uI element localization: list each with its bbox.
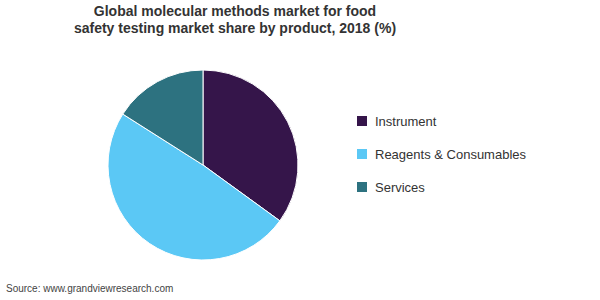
legend-swatch: [357, 182, 367, 192]
legend-label: Reagents & Consumables: [375, 147, 527, 162]
chart-title: Global molecular methods market for food…: [25, 3, 445, 37]
pie-slice: [123, 70, 203, 165]
legend-swatch: [357, 116, 367, 126]
legend-label: Services: [375, 180, 425, 195]
legend-label: Instrument: [375, 114, 437, 129]
chart-svg: Instrument Reagents & Consumables Services: [0, 0, 600, 300]
legend-swatch: [357, 149, 367, 159]
pie: [108, 70, 298, 260]
legend: Instrument Reagents & Consumables Services: [357, 114, 527, 195]
source-note: Source: www.grandviewresearch.com: [6, 283, 173, 294]
chart-root: Global molecular methods market for food…: [0, 0, 600, 300]
